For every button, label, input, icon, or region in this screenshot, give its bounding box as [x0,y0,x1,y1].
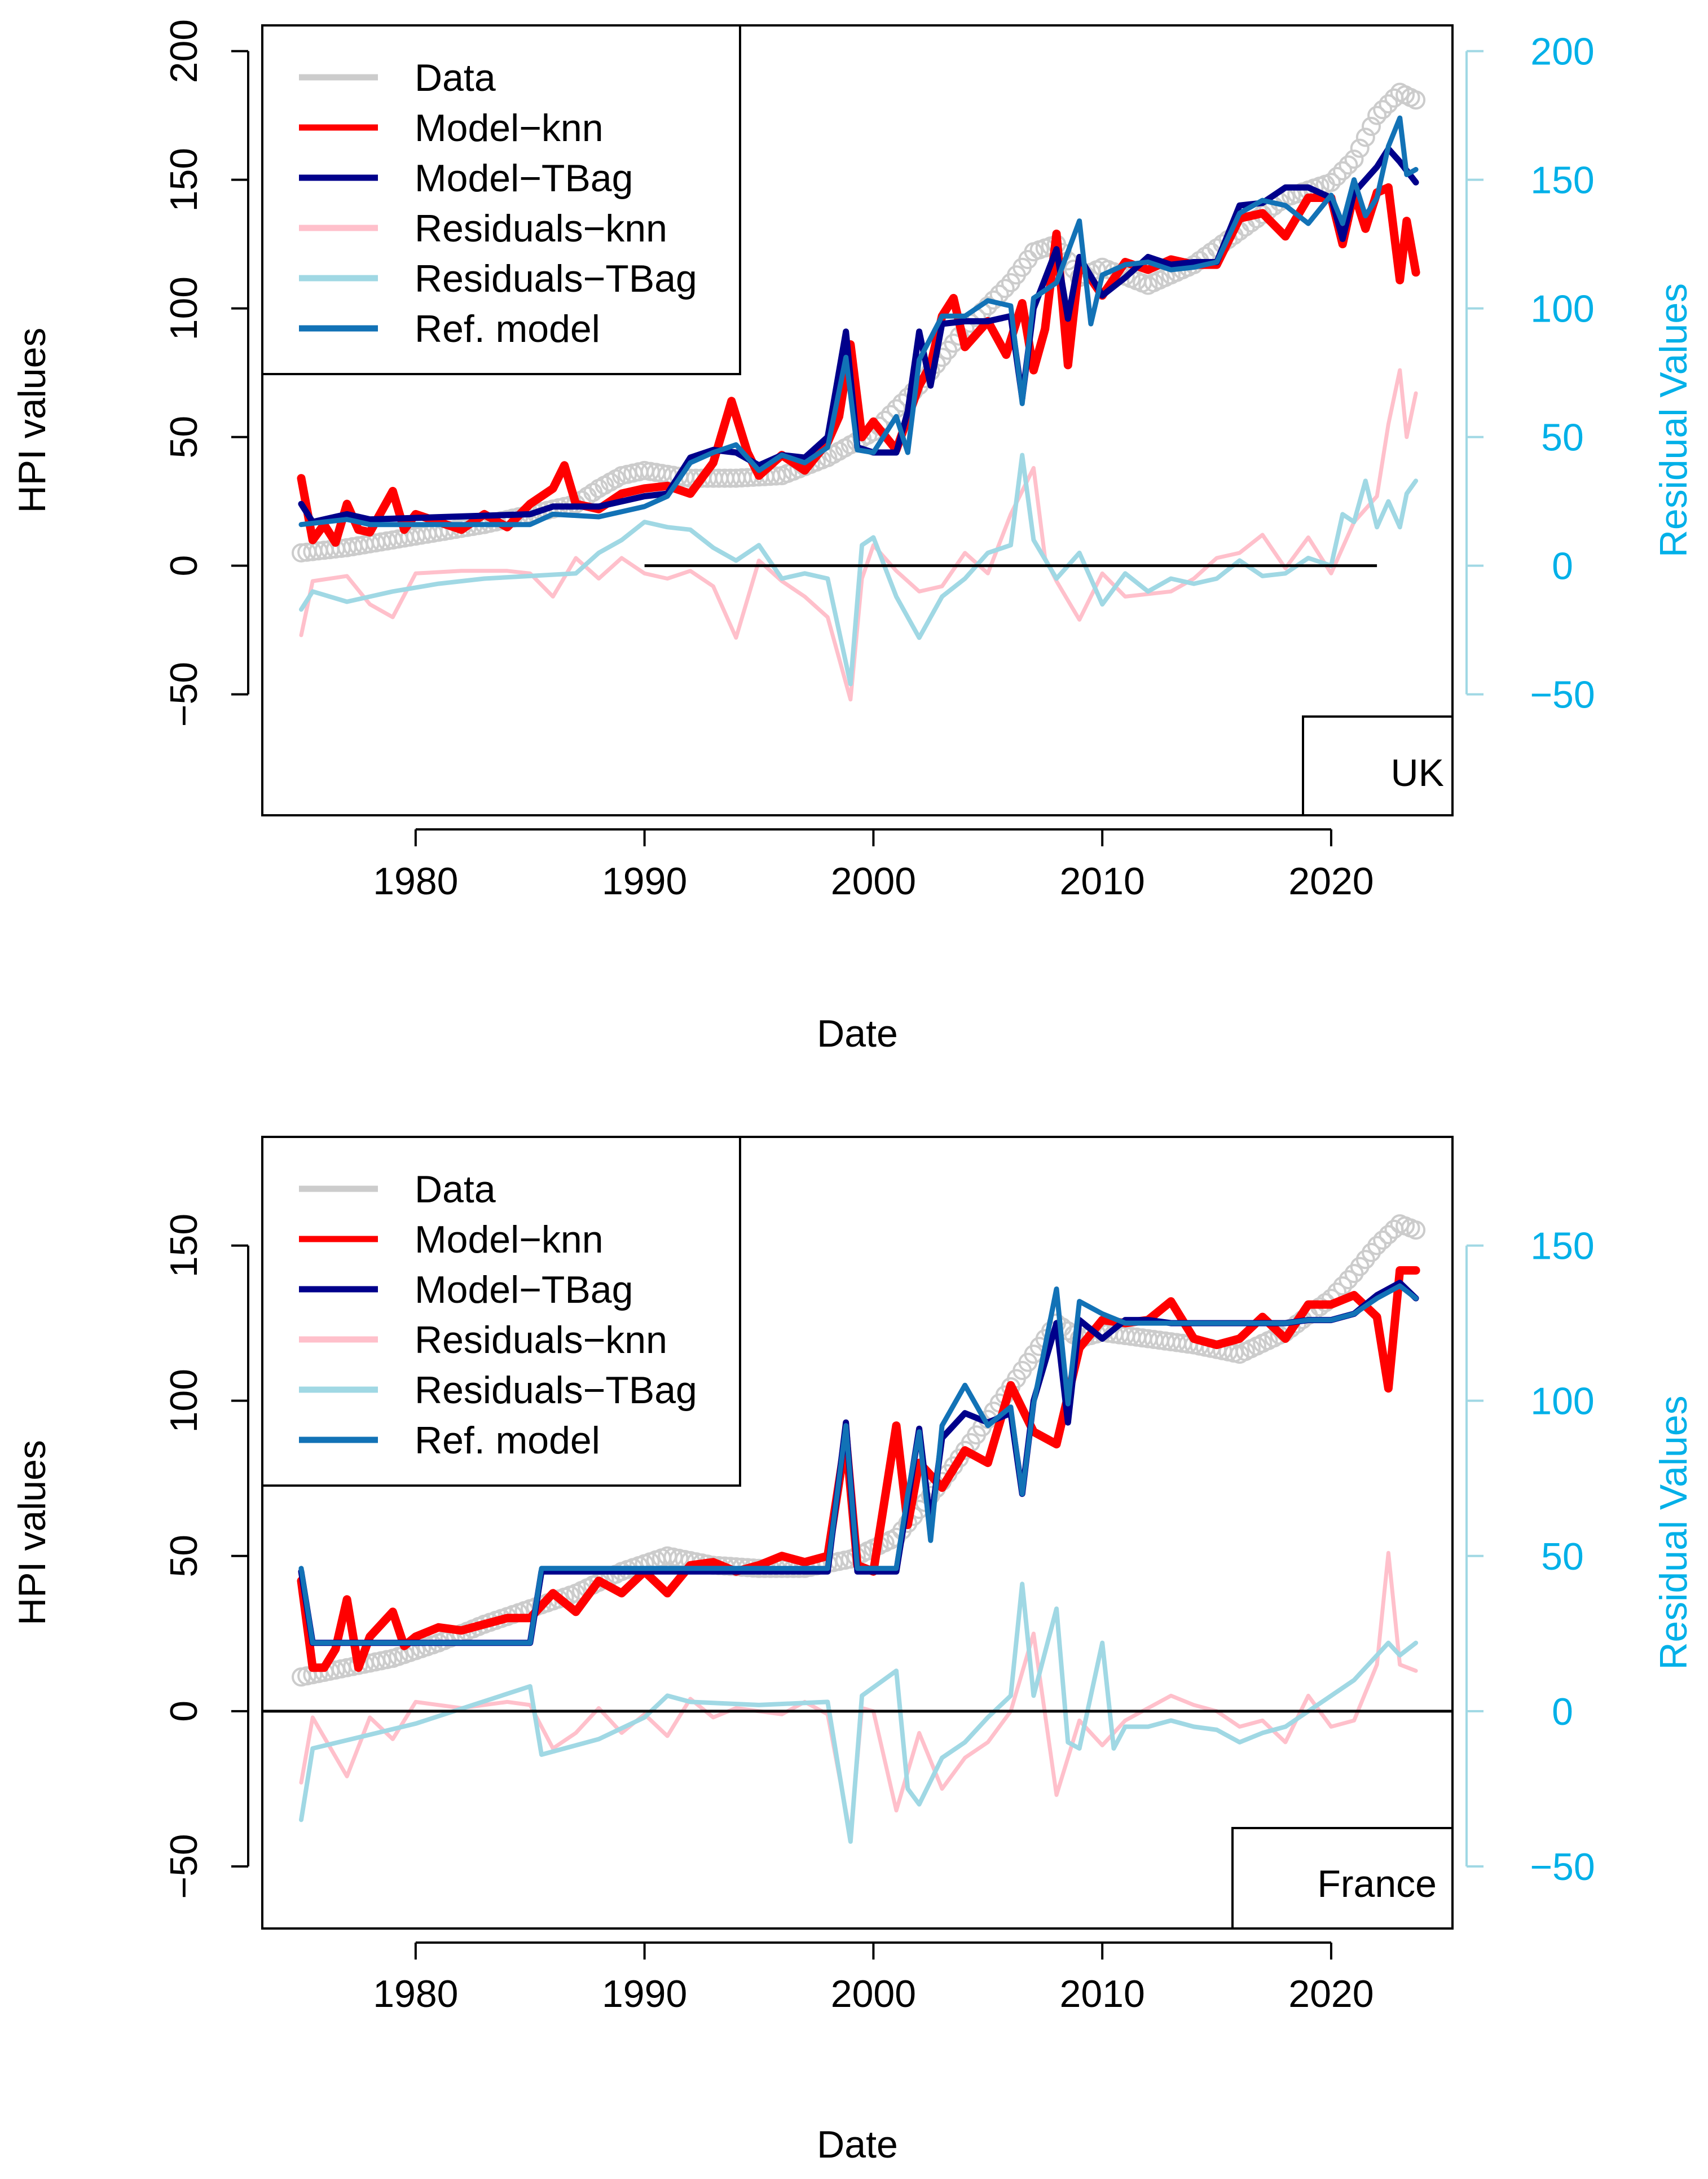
panel-label-box-france: France [1231,1827,1454,1930]
right-tick-label-uk: 150 [1530,159,1594,202]
panel-label-frame-france [1231,1827,1454,1930]
y-tick-label-france: 50 [162,1535,205,1578]
series-line-ref-model-france [298,1283,1419,1646]
y-tick-label-france: 100 [162,1369,205,1433]
y-axis-label-uk: HPI values [11,328,54,513]
y-tick-label-uk: 50 [162,416,205,459]
legend-label-residuals-tbag-uk: Residuals−TBag [415,257,697,300]
data-point-marker-uk [995,279,1015,298]
data-point-marker-france [1406,1220,1426,1240]
plot-frame-france [261,1136,1454,1930]
data-point-marker-france [1367,1236,1387,1255]
y-tick-label-uk: 0 [162,555,205,577]
x-tick-label-uk: 2010 [1060,860,1145,903]
panel-label-france: France [1317,1862,1437,1905]
right-tick-label-uk: 0 [1552,545,1573,588]
y-axis-label-france: HPI values [11,1440,54,1626]
right-tick-label-uk: 200 [1530,30,1594,73]
x-tick-label-france: 2010 [1060,1972,1145,2015]
right-tick-label-france: −50 [1530,1846,1595,1888]
y-tick-label-uk: 150 [162,148,205,212]
data-point-marker-uk [1350,138,1370,158]
data-point-marker-uk [1373,100,1393,120]
right-tick-label-france: 0 [1552,1690,1573,1733]
panel-label-box-uk: UK [1302,715,1454,816]
x-tick-label-uk: 2020 [1288,860,1374,903]
series-line-ref-model-uk [298,115,1419,528]
legend-label-model-knn-france: Model−knn [415,1218,604,1261]
data-point-marker-uk [1344,150,1364,169]
data-point-marker-uk [1327,166,1347,186]
y-tick-label-france: 150 [162,1214,205,1277]
series-line-residuals-tbag-france [299,1581,1419,1844]
legend-label-residuals-knn-france: Residuals−knn [415,1319,667,1361]
y-tick-label-uk: 200 [162,19,205,83]
chart-panel-france: 1980 1990 2000 2010 2020 −50 0 50 100 150 −50 0 50 10… [11,1136,1695,2166]
panel-label-uk: UK [1391,752,1444,794]
right-tick-label-uk: 100 [1530,288,1594,331]
data-point-marker-uk [1333,161,1353,181]
data-point-marker-uk [1379,94,1398,114]
legend-france: Data Model−knn Model−TBag Residuals−knn Resi… [261,1136,741,1487]
y-tick-label-uk: 100 [162,276,205,340]
x-tick-label-uk: 1980 [373,860,458,903]
data-point-marker-uk [1406,90,1426,110]
x-tick-label-uk: 2000 [831,860,916,903]
panel-label-frame-uk [1302,715,1454,816]
x-tick-label-france: 2000 [831,1972,916,2015]
data-point-marker-uk [1321,173,1341,192]
legend-label-data-uk: Data [415,56,496,99]
x-axis-label-uk: Date [817,1012,898,1055]
right-tick-label-france: 150 [1530,1225,1594,1268]
plot-frame-uk [261,24,1454,816]
y-tick-label-france: −50 [162,1834,205,1899]
x-tick-label-france: 1980 [373,1972,458,2015]
legend-label-data-france: Data [415,1168,496,1211]
right-axis-label-uk: Residual Values [1652,283,1695,557]
data-point-marker-uk [1355,128,1375,147]
right-axis-label-france: Residual Values [1652,1395,1695,1670]
data-point-marker-uk [1339,155,1358,175]
legend-label-ref-model-france: Ref. model [415,1419,600,1462]
right-tick-label-france: 100 [1530,1380,1594,1423]
right-tick-label-uk: −50 [1530,674,1595,717]
legend-box-france [261,1136,741,1487]
series-group-uk [292,82,1426,702]
data-point-marker-france [1333,1276,1353,1296]
legend-label-residuals-tbag-france: Residuals−TBag [415,1369,697,1412]
data-point-marker-uk [1362,117,1381,136]
x-tick-label-france: 2020 [1288,1972,1374,2015]
legend-label-model-knn-uk: Model−knn [415,107,604,150]
data-point-marker-france [1339,1270,1358,1290]
legend-uk: Data Model−knn Model−TBag Residuals−knn Resi… [261,24,741,375]
axes-uk: 1980 1990 2000 2010 2020 −50 0 50 100 150 200 −50 0 5… [162,19,1595,903]
data-point-marker-france [1379,1225,1398,1245]
x-tick-label-france: 1990 [602,1972,687,2015]
data-point-marker-uk [1367,106,1387,125]
series-group-france [292,1214,1426,1844]
axes-france: 1980 1990 2000 2010 2020 −50 0 50 100 150 −50 0 50 10… [162,1136,1595,2015]
chart-panel-uk: 1980 1990 2000 2010 2020 −50 0 50 100 150 200 −50 0 5… [11,19,1695,1055]
series-line-residuals-tbag-uk [299,453,1419,687]
legend-label-model-tbag-uk: Model−TBag [415,157,633,200]
legend-label-residuals-knn-uk: Residuals−knn [415,207,667,250]
legend-box-uk [261,24,741,375]
right-tick-label-uk: 50 [1541,416,1584,459]
y-tick-label-uk: −50 [162,662,205,727]
legend-label-model-tbag-france: Model−TBag [415,1268,633,1311]
x-axis-label-france: Date [817,2123,898,2166]
right-tick-label-france: 50 [1541,1535,1584,1578]
data-point-marker-uk [767,466,786,486]
data-point-marker-france [1373,1230,1393,1250]
y-tick-label-france: 0 [162,1701,205,1722]
x-tick-label-uk: 1990 [602,860,687,903]
series-line-residuals-knn-uk [299,368,1418,702]
legend-label-ref-model-uk: Ref. model [415,307,600,350]
